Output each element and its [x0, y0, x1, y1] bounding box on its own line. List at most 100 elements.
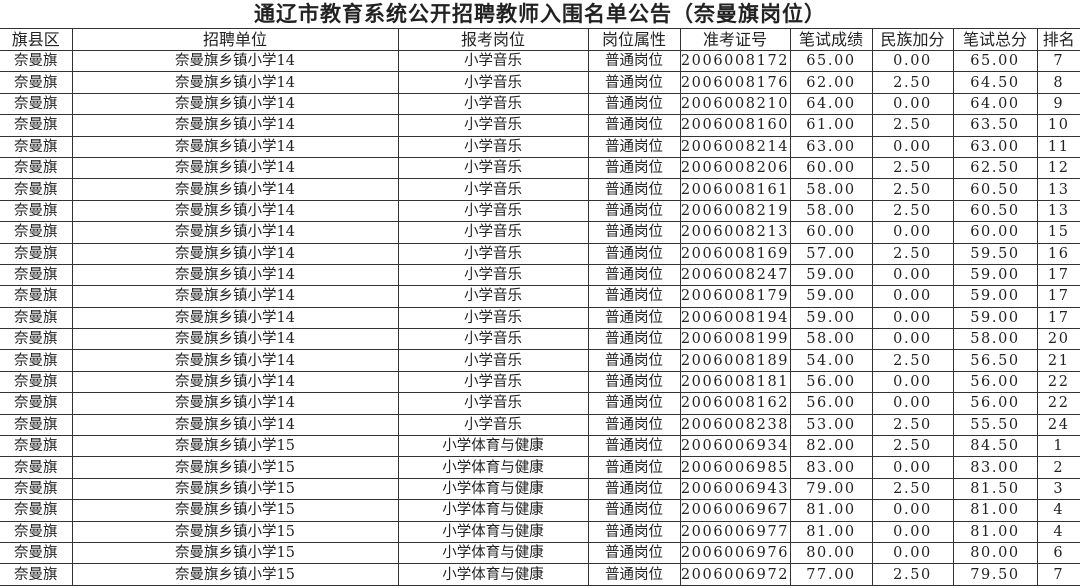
cell-ethnic-bonus: 2.50: [871, 435, 954, 458]
table-row: 奈曼旗 奈曼旗乡镇小学15 小学体育与健康 普通岗位 2006006985 83.00 0.…: [0, 456, 1080, 479]
header-ethnic-bonus: 民族加分: [871, 28, 954, 51]
cell-total-score: 59.50: [952, 242, 1038, 265]
header-exam-id: 准考证号: [679, 28, 791, 51]
cell-county: 奈曼旗: [0, 435, 73, 458]
cell-position-type: 普通岗位: [587, 199, 681, 223]
cell-recruiting-unit: 奈曼旗乡镇小学15: [71, 520, 399, 543]
cell-written-score: 65.00: [789, 49, 873, 73]
cell-written-score: 56.00: [789, 370, 873, 394]
cell-exam-id: 2006008238: [679, 413, 791, 437]
cell-exam-id: 2006008219: [679, 199, 791, 223]
header-position: 报考岗位: [397, 28, 589, 51]
cell-position-type: 普通岗位: [587, 563, 681, 586]
cell-written-score: 53.00: [789, 413, 873, 437]
cell-county: 奈曼旗: [0, 178, 73, 201]
cell-written-score: 58.00: [789, 178, 873, 201]
cell-recruiting-unit: 奈曼旗乡镇小学15: [71, 477, 399, 501]
header-county: 旗县区: [0, 28, 73, 51]
cell-position-type: 普通岗位: [587, 221, 681, 244]
cell-position-type: 普通岗位: [587, 71, 681, 94]
cell-total-score: 65.00: [952, 49, 1038, 73]
cell-total-score: 63.00: [952, 135, 1038, 158]
cell-total-score: 55.50: [952, 413, 1038, 437]
cell-position-type: 普通岗位: [587, 49, 681, 73]
cell-recruiting-unit: 奈曼旗乡镇小学15: [71, 499, 399, 522]
cell-rank: 13: [1036, 199, 1080, 223]
cell-exam-id: 2006008172: [679, 49, 791, 73]
cell-rank: 21: [1036, 349, 1080, 372]
cell-county: 奈曼旗: [0, 306, 73, 330]
cell-total-score: 81.00: [952, 520, 1038, 543]
cell-rank: 16: [1036, 242, 1080, 265]
cell-county: 奈曼旗: [0, 221, 73, 244]
cell-position-type: 普通岗位: [587, 413, 681, 437]
cell-position-type: 普通岗位: [587, 92, 681, 116]
cell-exam-id: 2006008160: [679, 114, 791, 137]
cell-position: 小学音乐: [397, 49, 589, 73]
cell-county: 奈曼旗: [0, 135, 73, 158]
cell-county: 奈曼旗: [0, 242, 73, 265]
cell-rank: 9: [1036, 92, 1080, 116]
cell-ethnic-bonus: 0.00: [871, 499, 954, 522]
cell-total-score: 59.00: [952, 306, 1038, 330]
cell-county: 奈曼旗: [0, 49, 73, 73]
cell-written-score: 59.00: [789, 306, 873, 330]
cell-written-score: 64.00: [789, 92, 873, 116]
cell-total-score: 59.00: [952, 263, 1038, 287]
cell-position-type: 普通岗位: [587, 541, 681, 565]
cell-recruiting-unit: 奈曼旗乡镇小学14: [71, 306, 399, 330]
cell-rank: 22: [1036, 392, 1080, 415]
table-row: 奈曼旗 奈曼旗乡镇小学14 小学音乐 普通岗位 2006008210 64.00 0.00 6…: [0, 92, 1080, 116]
cell-recruiting-unit: 奈曼旗乡镇小学15: [71, 456, 399, 479]
header-total-score: 笔试总分: [952, 28, 1038, 51]
cell-ethnic-bonus: 2.50: [871, 563, 954, 586]
cell-rank: 2: [1036, 456, 1080, 479]
cell-ethnic-bonus: 0.00: [871, 328, 954, 351]
cell-position-type: 普通岗位: [587, 328, 681, 351]
cell-exam-id: 2006006977: [679, 520, 791, 543]
table-row: 奈曼旗 奈曼旗乡镇小学14 小学音乐 普通岗位 2006008162 56.00 0.00 5…: [0, 392, 1080, 415]
cell-ethnic-bonus: 0.00: [871, 456, 954, 479]
cell-rank: 7: [1036, 49, 1080, 73]
cell-recruiting-unit: 奈曼旗乡镇小学14: [71, 349, 399, 372]
cell-total-score: 81.00: [952, 499, 1038, 522]
cell-county: 奈曼旗: [0, 370, 73, 394]
cell-total-score: 58.00: [952, 328, 1038, 351]
cell-exam-id: 2006008210: [679, 92, 791, 116]
cell-exam-id: 2006006976: [679, 541, 791, 565]
table-row: 奈曼旗 奈曼旗乡镇小学14 小学音乐 普通岗位 2006008214 63.00 0.00 6…: [0, 135, 1080, 158]
cell-ethnic-bonus: 0.00: [871, 92, 954, 116]
cell-position-type: 普通岗位: [587, 285, 681, 308]
table-header: 旗县区 招聘单位 报考岗位 岗位属性 准考证号 笔试成绩 民族加分 笔试总分 排名: [0, 28, 1080, 51]
cell-recruiting-unit: 奈曼旗乡镇小学15: [71, 435, 399, 458]
cell-county: 奈曼旗: [0, 156, 73, 180]
cell-recruiting-unit: 奈曼旗乡镇小学14: [71, 242, 399, 265]
cell-written-score: 57.00: [789, 242, 873, 265]
cell-recruiting-unit: 奈曼旗乡镇小学14: [71, 114, 399, 137]
cell-position: 小学体育与健康: [397, 563, 589, 586]
cell-county: 奈曼旗: [0, 71, 73, 94]
cell-exam-id: 2006006934: [679, 435, 791, 458]
cell-county: 奈曼旗: [0, 563, 73, 586]
cell-written-score: 61.00: [789, 114, 873, 137]
cell-position: 小学体育与健康: [397, 477, 589, 501]
cell-position: 小学体育与健康: [397, 520, 589, 543]
cell-position: 小学音乐: [397, 156, 589, 180]
cell-exam-id: 2006008181: [679, 370, 791, 394]
cell-position: 小学音乐: [397, 242, 589, 265]
table-row: 奈曼旗 奈曼旗乡镇小学14 小学音乐 普通岗位 2006008238 53.00 2.50 5…: [0, 413, 1080, 437]
cell-position: 小学音乐: [397, 263, 589, 287]
cell-written-score: 81.00: [789, 520, 873, 543]
cell-ethnic-bonus: 2.50: [871, 71, 954, 94]
cell-ethnic-bonus: 0.00: [871, 221, 954, 244]
cell-county: 奈曼旗: [0, 114, 73, 137]
cell-exam-id: 2006006985: [679, 456, 791, 479]
cell-position: 小学音乐: [397, 135, 589, 158]
cell-position-type: 普通岗位: [587, 135, 681, 158]
cell-total-score: 64.00: [952, 92, 1038, 116]
cell-ethnic-bonus: 0.00: [871, 285, 954, 308]
cell-total-score: 56.00: [952, 370, 1038, 394]
table-row: 奈曼旗 奈曼旗乡镇小学14 小学音乐 普通岗位 2006008161 58.00 2.50 6…: [0, 178, 1080, 201]
cell-county: 奈曼旗: [0, 413, 73, 437]
cell-exam-id: 2006006943: [679, 477, 791, 501]
